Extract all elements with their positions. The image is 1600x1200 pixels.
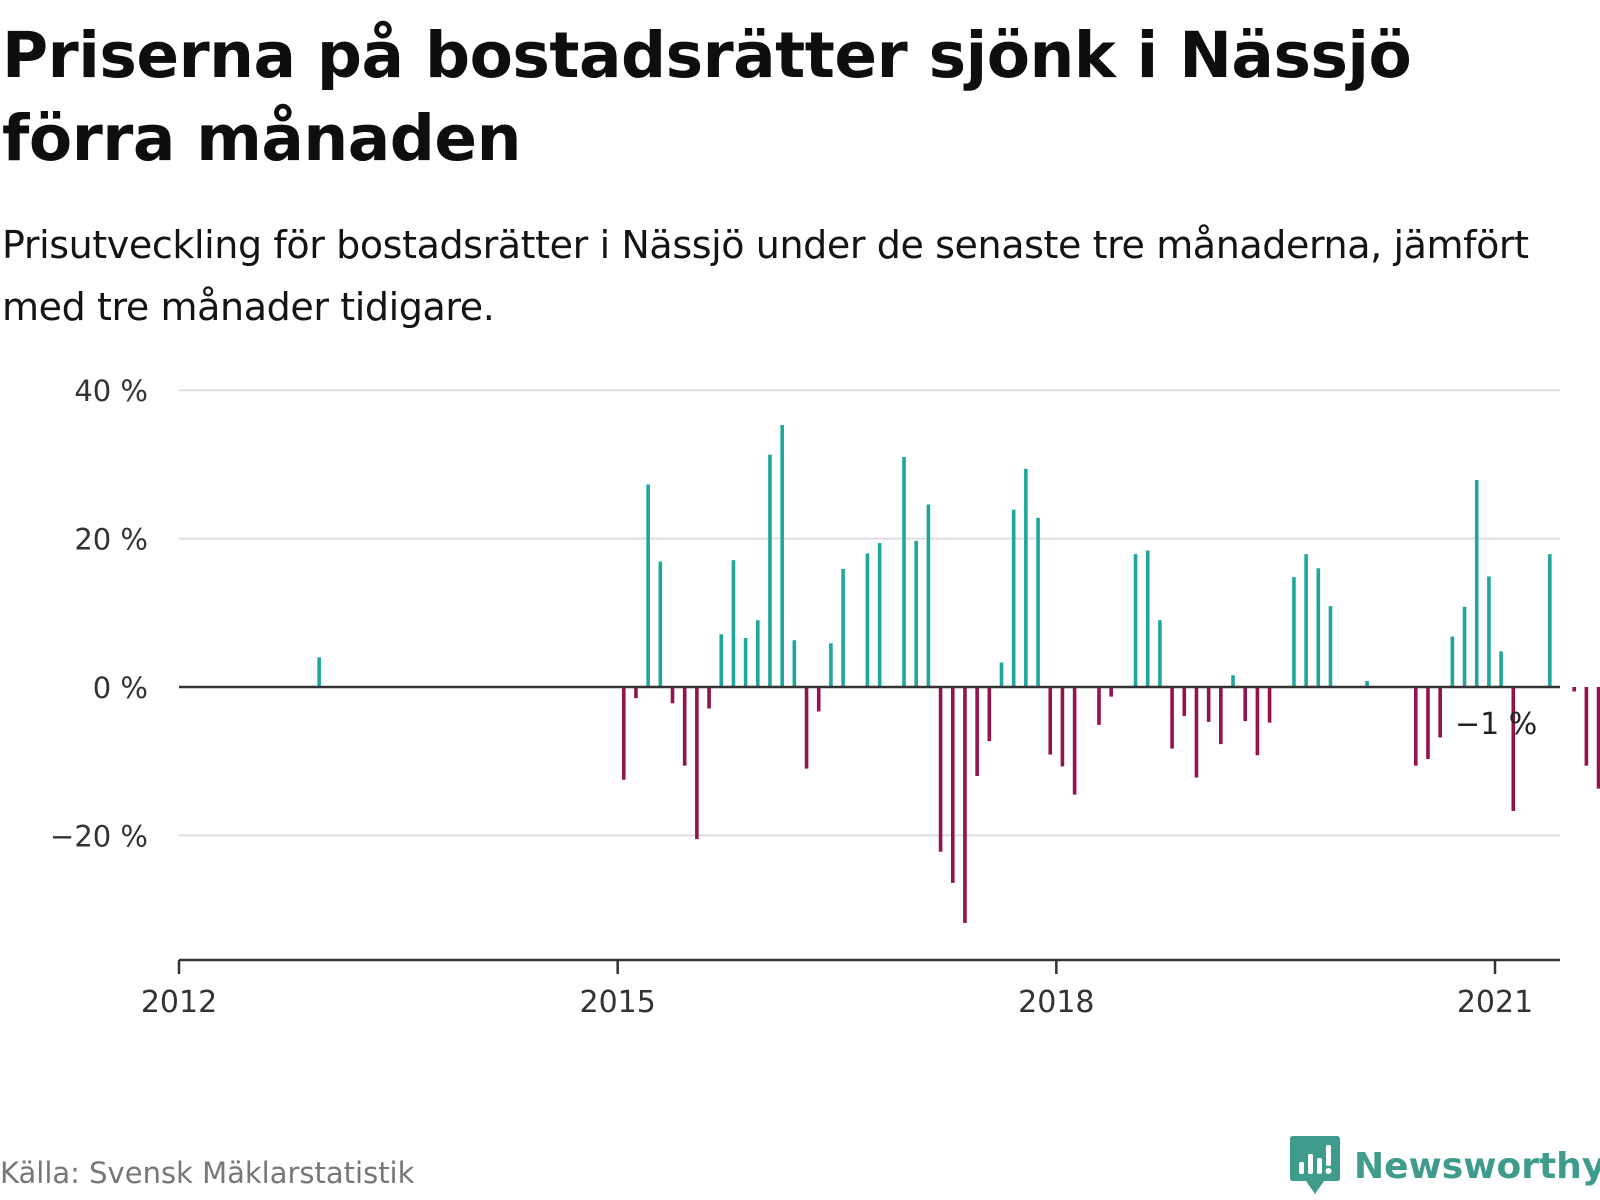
- bar: [1231, 675, 1235, 687]
- y-tick-label: 40 %: [74, 374, 148, 408]
- bar: [768, 454, 772, 687]
- gridlines: [179, 389, 1560, 837]
- x-tick-label: 2021: [1457, 985, 1533, 1020]
- newsworthy-logo-icon: [1290, 1136, 1340, 1194]
- bar: [1584, 687, 1589, 766]
- bar: [682, 687, 687, 766]
- bar: [999, 662, 1004, 687]
- bar: [1219, 687, 1223, 745]
- bar: [1414, 687, 1418, 766]
- bar: [1072, 687, 1077, 795]
- bar: [317, 657, 321, 687]
- bar: [670, 687, 675, 704]
- bar: [1024, 468, 1028, 687]
- bar: [902, 456, 906, 687]
- bar: [621, 687, 626, 780]
- bar: [816, 687, 821, 712]
- bar: [1206, 687, 1211, 722]
- bar: [1548, 554, 1552, 687]
- y-tick-label: −20 %: [50, 819, 148, 853]
- bar: [1316, 568, 1321, 687]
- bar: [975, 687, 979, 777]
- bar: [658, 561, 663, 687]
- bar: [1426, 687, 1430, 759]
- bar: [877, 543, 882, 687]
- bar: [987, 687, 992, 742]
- bar: [743, 638, 748, 687]
- bar: [1572, 687, 1576, 692]
- bars: [179, 425, 1600, 923]
- bar: [1328, 606, 1333, 687]
- bar: [1292, 577, 1296, 687]
- x-tick-label: 2018: [1018, 985, 1094, 1020]
- bar: [1450, 636, 1455, 687]
- x-tick-label: 2015: [579, 985, 655, 1020]
- bar: [1182, 687, 1187, 716]
- bar: [1036, 517, 1040, 687]
- bar: [1304, 554, 1308, 687]
- bar: [1596, 687, 1600, 789]
- bar: [1499, 651, 1503, 687]
- bar: [1267, 687, 1272, 723]
- bar: [1048, 687, 1053, 755]
- x-axis: 20122015201820212023: [141, 958, 1560, 1020]
- bar: [1243, 687, 1247, 722]
- bar: [792, 640, 797, 687]
- annotations: −1 %: [1455, 707, 1537, 742]
- y-axis: −20 % 0 % 20 % 40 %: [50, 374, 148, 853]
- bar: [719, 634, 724, 687]
- bar: [707, 687, 711, 709]
- chart-subtitle: Prisutveckling för bostadsrätter i Nässj…: [2, 223, 1529, 329]
- chart-title: Priserna på bostadsrätter sjönk i Nässjö…: [2, 19, 1412, 175]
- bar: [950, 687, 955, 883]
- source-note: Källa: Svensk Mäklarstatistik: [0, 1156, 415, 1190]
- bar: [963, 687, 967, 923]
- bar: [1438, 687, 1442, 738]
- bar: [938, 687, 943, 852]
- bar: [1170, 687, 1174, 749]
- bar: [1462, 606, 1467, 687]
- bar: [865, 553, 870, 687]
- bar: [1365, 681, 1369, 687]
- bar: [914, 540, 918, 687]
- bar: [1194, 687, 1199, 778]
- bar: [1145, 550, 1150, 687]
- bar: [646, 484, 650, 687]
- bar: [1133, 554, 1138, 687]
- bar: [1097, 687, 1101, 725]
- bar: [926, 504, 931, 687]
- bar: [1158, 620, 1162, 687]
- last-value-label: −1 %: [1455, 707, 1537, 742]
- bar: [1474, 479, 1479, 687]
- bar: [1011, 509, 1016, 687]
- bar: [804, 687, 809, 769]
- bar: [780, 425, 784, 687]
- y-tick-label: 20 %: [74, 523, 148, 557]
- bar: [695, 687, 699, 840]
- bar: [634, 687, 638, 699]
- bar: [841, 569, 845, 687]
- brand-name: Newsworthy: [1354, 1145, 1600, 1187]
- brand: Newsworthy: [1290, 1136, 1600, 1194]
- bar: [1109, 687, 1113, 697]
- x-tick-label: 2012: [141, 985, 217, 1020]
- bar-chart: −20 %0 %20 %40 % 20122015201820212023 −1…: [50, 374, 1600, 1020]
- bar: [731, 560, 736, 687]
- bar: [1255, 687, 1260, 756]
- y-tick-label: 0 %: [93, 671, 148, 705]
- bar: [829, 643, 833, 687]
- bar: [756, 620, 760, 687]
- bar: [1060, 687, 1065, 767]
- bar: [1487, 576, 1491, 687]
- bar: [1511, 687, 1516, 811]
